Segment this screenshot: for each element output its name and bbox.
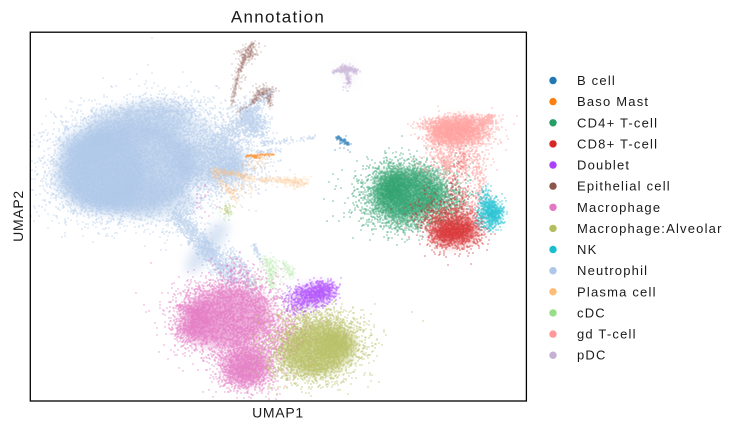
svg-text:NK: NK (577, 242, 597, 257)
svg-text:B cell: B cell (577, 73, 616, 88)
svg-text:UMAP1: UMAP1 (252, 405, 304, 421)
svg-text:Neutrophil: Neutrophil (577, 263, 648, 278)
svg-text:Doublet: Doublet (577, 158, 630, 173)
svg-text:UMAP2: UMAP2 (10, 190, 26, 242)
svg-text:gd T-cell: gd T-cell (577, 327, 637, 342)
svg-text:cDC: cDC (577, 305, 606, 320)
svg-text:Epithelial cell: Epithelial cell (577, 179, 671, 194)
svg-text:pDC: pDC (577, 348, 607, 363)
svg-text:Plasma cell: Plasma cell (577, 284, 657, 299)
svg-text:Macrophage:Alveolar: Macrophage:Alveolar (577, 221, 723, 236)
svg-text:Macrophage: Macrophage (577, 200, 661, 215)
svg-text:Baso Mast: Baso Mast (577, 94, 649, 109)
svg-text:CD8+ T-cell: CD8+ T-cell (577, 136, 658, 151)
svg-text:Annotation: Annotation (231, 8, 325, 27)
svg-text:CD4+ T-cell: CD4+ T-cell (577, 115, 658, 130)
